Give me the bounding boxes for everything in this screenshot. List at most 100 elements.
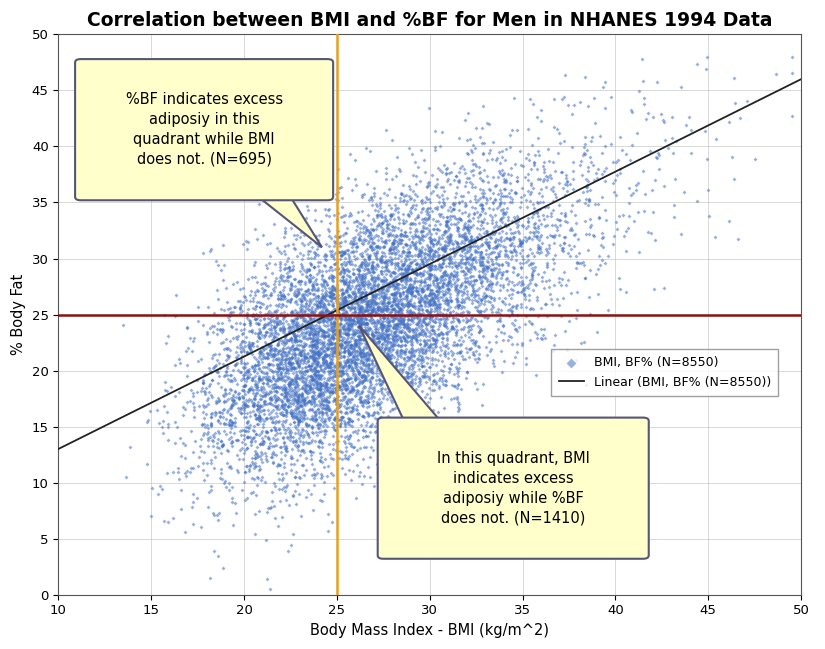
BMI, BF% (N=8550) (340, 384, 353, 394)
BMI, BF% (N=8550) (427, 293, 441, 303)
BMI, BF% (N=8550) (303, 288, 316, 298)
BMI, BF% (N=8550) (610, 224, 624, 234)
BMI, BF% (N=8550) (378, 312, 391, 323)
BMI, BF% (N=8550) (345, 210, 358, 221)
BMI, BF% (N=8550) (337, 263, 350, 274)
BMI, BF% (N=8550) (317, 421, 330, 432)
BMI, BF% (N=8550) (289, 280, 302, 291)
BMI, BF% (N=8550) (279, 361, 292, 371)
BMI, BF% (N=8550) (434, 327, 447, 337)
BMI, BF% (N=8550) (308, 480, 321, 490)
BMI, BF% (N=8550) (467, 234, 480, 244)
BMI, BF% (N=8550) (450, 236, 464, 247)
BMI, BF% (N=8550) (427, 214, 440, 225)
BMI, BF% (N=8550) (328, 289, 341, 299)
BMI, BF% (N=8550) (280, 443, 293, 453)
BMI, BF% (N=8550) (497, 320, 510, 330)
BMI, BF% (N=8550) (342, 371, 355, 382)
BMI, BF% (N=8550) (237, 408, 250, 418)
BMI, BF% (N=8550) (366, 410, 380, 421)
BMI, BF% (N=8550) (397, 315, 410, 325)
BMI, BF% (N=8550) (281, 358, 295, 369)
BMI, BF% (N=8550) (284, 432, 297, 442)
BMI, BF% (N=8550) (365, 393, 378, 404)
BMI, BF% (N=8550) (342, 271, 355, 281)
BMI, BF% (N=8550) (376, 360, 389, 371)
BMI, BF% (N=8550) (375, 324, 389, 335)
BMI, BF% (N=8550) (378, 319, 391, 330)
BMI, BF% (N=8550) (513, 202, 526, 212)
BMI, BF% (N=8550) (418, 423, 431, 434)
BMI, BF% (N=8550) (235, 329, 248, 339)
BMI, BF% (N=8550) (285, 316, 299, 326)
BMI, BF% (N=8550) (315, 330, 328, 341)
BMI, BF% (N=8550) (484, 279, 497, 289)
BMI, BF% (N=8550) (277, 438, 290, 448)
BMI, BF% (N=8550) (308, 374, 321, 385)
BMI, BF% (N=8550) (354, 350, 367, 360)
BMI, BF% (N=8550) (481, 295, 494, 306)
BMI, BF% (N=8550) (337, 347, 351, 357)
BMI, BF% (N=8550) (379, 421, 392, 431)
BMI, BF% (N=8550) (469, 314, 482, 324)
BMI, BF% (N=8550) (323, 349, 337, 360)
BMI, BF% (N=8550) (361, 347, 375, 357)
BMI, BF% (N=8550) (266, 360, 280, 371)
BMI, BF% (N=8550) (349, 317, 362, 328)
BMI, BF% (N=8550) (318, 428, 332, 439)
BMI, BF% (N=8550) (361, 225, 374, 235)
BMI, BF% (N=8550) (504, 284, 517, 295)
BMI, BF% (N=8550) (369, 368, 382, 378)
BMI, BF% (N=8550) (343, 386, 356, 396)
BMI, BF% (N=8550) (264, 343, 277, 353)
BMI, BF% (N=8550) (394, 316, 407, 326)
BMI, BF% (N=8550) (381, 345, 394, 356)
BMI, BF% (N=8550) (346, 416, 359, 426)
BMI, BF% (N=8550) (428, 342, 441, 352)
BMI, BF% (N=8550) (440, 295, 453, 306)
BMI, BF% (N=8550) (505, 306, 518, 316)
BMI, BF% (N=8550) (419, 444, 432, 454)
BMI, BF% (N=8550) (309, 279, 323, 289)
BMI, BF% (N=8550) (324, 321, 337, 332)
BMI, BF% (N=8550) (375, 212, 389, 223)
BMI, BF% (N=8550) (461, 367, 474, 377)
BMI, BF% (N=8550) (399, 414, 412, 424)
BMI, BF% (N=8550) (250, 449, 263, 459)
BMI, BF% (N=8550) (380, 306, 394, 317)
BMI, BF% (N=8550) (304, 294, 317, 304)
BMI, BF% (N=8550) (312, 358, 325, 368)
BMI, BF% (N=8550) (182, 343, 195, 353)
BMI, BF% (N=8550) (433, 373, 446, 384)
BMI, BF% (N=8550) (375, 352, 389, 363)
BMI, BF% (N=8550) (337, 230, 350, 241)
BMI, BF% (N=8550) (342, 402, 356, 413)
BMI, BF% (N=8550) (324, 270, 337, 280)
BMI, BF% (N=8550) (547, 238, 560, 249)
BMI, BF% (N=8550) (251, 480, 264, 490)
BMI, BF% (N=8550) (405, 237, 418, 247)
BMI, BF% (N=8550) (222, 405, 235, 415)
BMI, BF% (N=8550) (302, 348, 315, 358)
BMI, BF% (N=8550) (630, 128, 644, 138)
BMI, BF% (N=8550) (228, 417, 241, 427)
BMI, BF% (N=8550) (318, 476, 331, 487)
BMI, BF% (N=8550) (280, 268, 294, 278)
BMI, BF% (N=8550) (338, 277, 351, 288)
BMI, BF% (N=8550) (273, 424, 286, 434)
BMI, BF% (N=8550) (300, 391, 314, 402)
BMI, BF% (N=8550) (200, 429, 214, 439)
BMI, BF% (N=8550) (326, 373, 339, 383)
BMI, BF% (N=8550) (236, 425, 249, 435)
BMI, BF% (N=8550) (363, 254, 376, 264)
BMI, BF% (N=8550) (370, 273, 384, 283)
BMI, BF% (N=8550) (465, 295, 478, 305)
BMI, BF% (N=8550) (234, 340, 248, 350)
BMI, BF% (N=8550) (474, 276, 488, 287)
BMI, BF% (N=8550) (305, 351, 318, 361)
BMI, BF% (N=8550) (338, 236, 351, 247)
BMI, BF% (N=8550) (375, 276, 388, 286)
BMI, BF% (N=8550) (389, 267, 402, 278)
BMI, BF% (N=8550) (315, 442, 328, 452)
BMI, BF% (N=8550) (600, 162, 613, 173)
